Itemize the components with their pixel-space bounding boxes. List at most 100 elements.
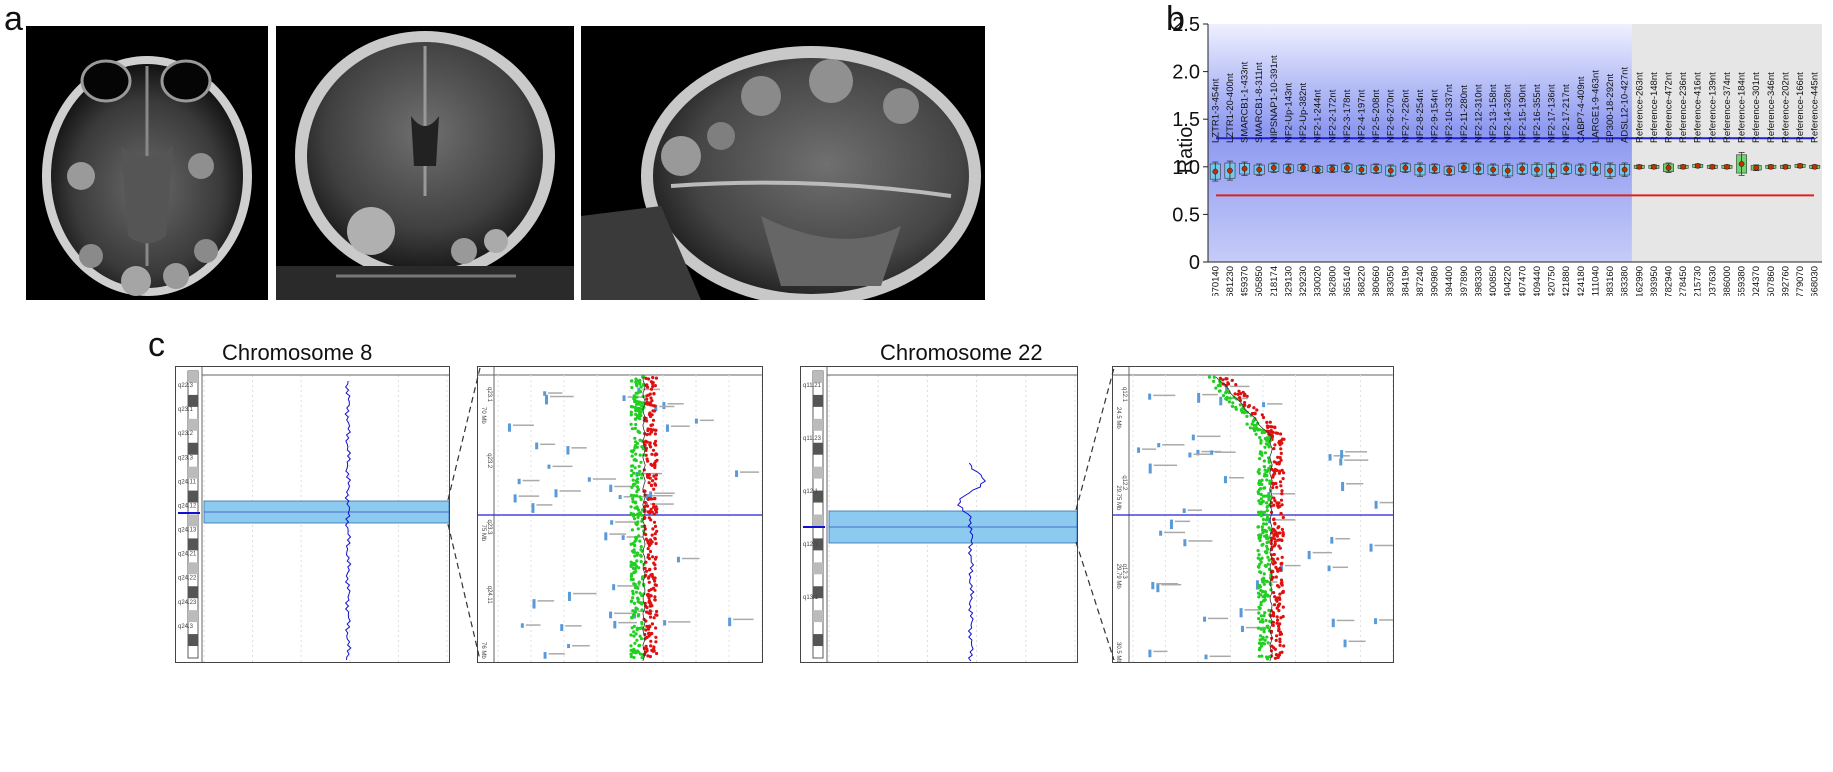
band-label: q12.2: [1121, 475, 1127, 491]
probe-point: [1724, 163, 1730, 170]
probe-dot: [629, 511, 633, 516]
probe-dot: [651, 375, 655, 380]
probe-dot: [647, 611, 651, 615]
probe-dot: [639, 497, 643, 501]
ideogram-band: [813, 610, 823, 623]
probe-dot: [638, 626, 642, 630]
probe-dot: [632, 397, 636, 401]
probe-dot: [654, 477, 658, 481]
band-label: q13.1: [803, 595, 819, 601]
probe-point: [1592, 165, 1599, 172]
probe-dot: [652, 520, 657, 524]
probe-name-label: NF2-3-178nt: [1342, 89, 1353, 143]
probe-dot: [648, 615, 653, 619]
gene-label-line: [1272, 519, 1296, 521]
gene-block: [644, 502, 648, 507]
gene-block: [566, 446, 570, 455]
probe-dot: [1282, 471, 1286, 475]
probe-dot: [1272, 537, 1277, 541]
probe-dot: [653, 404, 657, 408]
probe-point: [1651, 163, 1657, 170]
gene-block: [567, 591, 571, 601]
probe-dot: [637, 472, 641, 476]
probe-dot: [1276, 504, 1280, 508]
band-label: q11.21: [803, 383, 822, 389]
probe-dot: [636, 520, 640, 524]
probe-dot: [1261, 531, 1265, 535]
gene-label-line: [1336, 619, 1355, 622]
gene-block: [1204, 654, 1208, 660]
probe-dot: [632, 517, 637, 521]
probe-dot: [635, 441, 639, 445]
probe-name-label: Reference-139nt: [1707, 72, 1718, 143]
probe-name-label: NF2-12-310nt: [1473, 84, 1484, 143]
probe-dot: [1256, 549, 1260, 553]
probe-position-label: 02-071,162990: [1634, 266, 1645, 296]
probe-dot: [630, 386, 634, 390]
gene-block: [735, 470, 739, 477]
gene-block: [1191, 434, 1195, 441]
probe-dot: [629, 655, 633, 659]
probe-point: [1446, 167, 1453, 174]
probe-dot: [637, 508, 641, 512]
probe-dot: [1238, 403, 1242, 407]
probe-dot: [1265, 501, 1269, 505]
gene-label-line: [640, 472, 663, 475]
probe-dot: [1266, 536, 1270, 540]
probe-position-label: 22-028,368220: [1357, 266, 1368, 296]
probe-point: [1270, 164, 1277, 171]
probe-dot: [650, 533, 654, 537]
probe-dot: [1281, 614, 1285, 619]
probe-dot: [644, 644, 648, 648]
probe-dot: [640, 524, 644, 529]
probe-dot: [635, 395, 639, 399]
probe-dot: [635, 626, 639, 630]
chromosome-8-title: Chromosome 8: [222, 340, 373, 365]
probe-point: [1241, 165, 1248, 172]
probe-dot: [629, 505, 633, 509]
gene-label-line: [740, 471, 760, 473]
probe-dot: [648, 414, 653, 419]
probe-dot: [1279, 498, 1284, 502]
probe-dot: [629, 422, 633, 426]
probe-name-label: SMARCB1-1-433nt: [1240, 61, 1251, 143]
probe-dot: [634, 459, 638, 463]
probe-dot: [652, 487, 656, 491]
probe-name-label: Reference-263nt: [1634, 72, 1645, 143]
gene-block: [609, 484, 613, 492]
probe-dot: [631, 405, 635, 409]
probe-position-label: 22-028,398330: [1473, 266, 1484, 296]
probe-dot: [1280, 492, 1284, 496]
probe-dot: [1257, 510, 1261, 514]
probe-position-label: 22-028,421880: [1561, 266, 1572, 296]
probe-position-label: 22-048,683380: [1620, 266, 1631, 296]
probe-dot: [630, 469, 634, 473]
chromosome-22-overview-plot: q11.21 q11.23 q12.1 q12.3 q13.1: [800, 366, 1078, 663]
ideogram-band: [188, 538, 198, 551]
probe-dot: [1281, 515, 1285, 520]
probe-dot: [1271, 623, 1275, 627]
probe-dot: [653, 579, 657, 583]
probe-dot: [1257, 499, 1261, 503]
probe-dot: [1265, 478, 1269, 482]
probe-dot: [1245, 414, 1249, 418]
gene-label-line: [1142, 448, 1157, 450]
probe-dot: [1265, 442, 1269, 446]
probe-dot: [1221, 378, 1225, 382]
probe-dot: [1262, 459, 1266, 463]
probe-dot: [1259, 514, 1263, 518]
probe-dot: [629, 644, 633, 648]
band-label: q24.12: [178, 503, 197, 509]
probe-position-label: 16-031,392760: [1780, 266, 1791, 296]
probe-dot: [633, 649, 637, 653]
log-ratio-trace: [1215, 376, 1273, 662]
probe-dot: [635, 649, 640, 653]
probe-dot: [1259, 492, 1263, 496]
probe-dot: [1281, 437, 1285, 441]
probe-dot: [1259, 560, 1263, 564]
chromosome-22-zoom-plot: q12.1 q12.2 q12.3 24.5 Mb 29.75 Mb 29.79 Mb 30…: [1112, 366, 1394, 663]
probe-point: [1300, 164, 1306, 171]
probe-dot: [1230, 378, 1234, 382]
gene-label-line: [1267, 403, 1283, 405]
probe-dot: [630, 528, 634, 532]
